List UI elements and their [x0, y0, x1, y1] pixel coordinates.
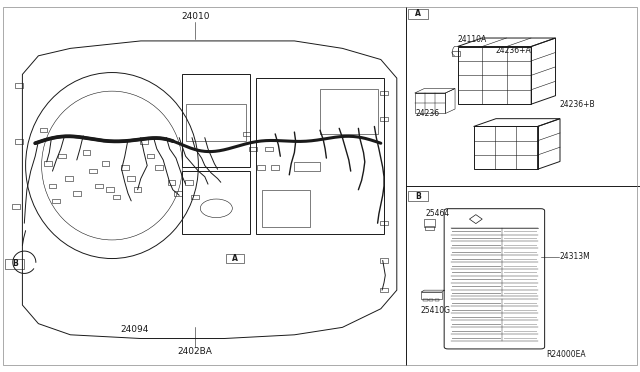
Bar — [452, 51, 460, 56]
Bar — [429, 299, 433, 301]
Bar — [185, 180, 193, 185]
Text: 2402BA: 2402BA — [178, 347, 212, 356]
Bar — [182, 74, 250, 167]
Text: A: A — [232, 254, 238, 263]
Bar — [155, 165, 163, 170]
Bar — [95, 184, 103, 188]
Bar — [73, 191, 81, 196]
Bar — [435, 299, 439, 301]
Bar — [147, 154, 154, 158]
Bar — [174, 191, 182, 196]
Bar — [421, 292, 442, 299]
Text: 24313M: 24313M — [560, 252, 591, 261]
Bar — [52, 199, 60, 203]
Bar — [168, 180, 175, 185]
Bar — [380, 91, 388, 95]
Bar — [380, 117, 388, 121]
Bar — [262, 190, 310, 227]
Bar — [320, 89, 378, 134]
Bar — [474, 126, 538, 169]
Bar — [15, 139, 23, 144]
Bar — [89, 169, 97, 173]
Bar — [40, 128, 47, 132]
Text: B: B — [12, 259, 17, 268]
Bar — [58, 154, 66, 158]
Bar — [102, 161, 109, 166]
Bar — [12, 204, 20, 209]
Text: 24236: 24236 — [415, 109, 440, 118]
Bar — [249, 147, 257, 151]
Bar — [15, 83, 23, 88]
Bar — [65, 176, 73, 181]
Bar — [257, 165, 265, 170]
Text: 24236+B: 24236+B — [560, 100, 596, 109]
Bar — [458, 46, 531, 104]
Bar — [113, 195, 120, 199]
Bar — [415, 93, 445, 113]
Bar — [83, 150, 90, 155]
Bar — [256, 78, 384, 234]
Bar — [127, 176, 135, 181]
Text: 25410G: 25410G — [420, 306, 451, 315]
Text: 24094: 24094 — [120, 325, 148, 334]
Bar — [186, 104, 246, 141]
Bar — [140, 139, 148, 144]
Text: R24000EA: R24000EA — [546, 350, 586, 359]
Bar — [44, 161, 52, 166]
Text: A: A — [415, 9, 421, 18]
Bar — [49, 184, 56, 188]
Bar — [380, 288, 388, 292]
Text: 25464: 25464 — [426, 209, 450, 218]
Bar — [423, 299, 428, 301]
Bar — [134, 187, 141, 192]
Bar — [265, 147, 273, 151]
Bar — [425, 226, 434, 230]
Text: B: B — [415, 192, 420, 201]
Bar — [182, 171, 250, 234]
Bar — [121, 165, 129, 170]
Bar — [243, 132, 250, 136]
Text: 24236+A: 24236+A — [496, 46, 532, 55]
Text: 24110A: 24110A — [458, 35, 487, 44]
Bar — [424, 219, 435, 227]
Bar — [106, 187, 114, 192]
Bar — [380, 258, 388, 263]
Bar — [380, 221, 388, 225]
Bar — [191, 195, 199, 199]
Bar — [294, 162, 320, 171]
Bar — [271, 165, 279, 170]
Text: 24010: 24010 — [181, 12, 209, 21]
